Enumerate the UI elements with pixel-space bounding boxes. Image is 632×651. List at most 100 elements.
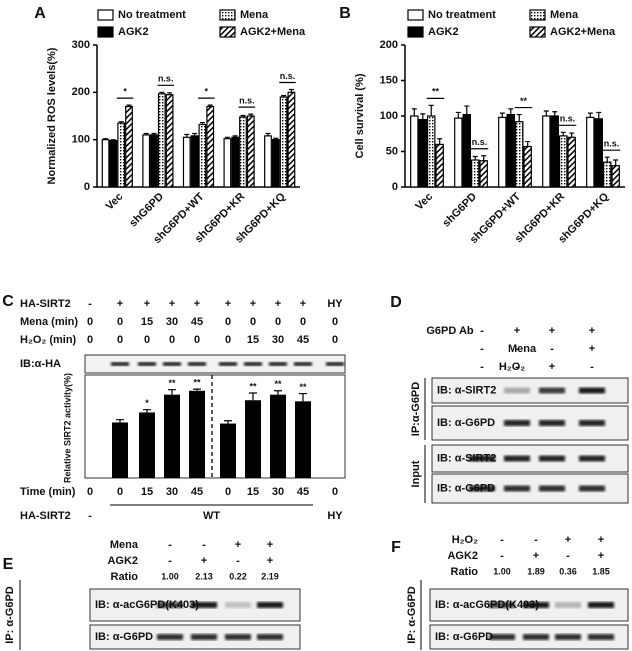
x-tick-label: Vec	[104, 191, 126, 213]
band	[225, 634, 251, 640]
error-bar	[464, 105, 470, 115]
x-tick-label: 45	[191, 486, 203, 498]
error-bar	[192, 132, 198, 136]
bar	[287, 91, 296, 188]
bar	[418, 118, 427, 188]
bar	[223, 138, 232, 188]
row-value: +	[533, 550, 539, 562]
bar	[264, 135, 272, 188]
x-tick-label: 30	[272, 486, 284, 498]
bar	[245, 400, 261, 478]
bar	[112, 422, 128, 478]
legend-label: Mena	[550, 9, 579, 21]
significance-label: n.s.	[472, 137, 488, 147]
error-bar	[103, 138, 109, 140]
row-value: 0	[87, 334, 93, 346]
row-label: Mena	[110, 539, 139, 551]
row-value: 0	[87, 316, 93, 328]
error-bar	[168, 389, 176, 395]
band	[163, 362, 181, 366]
row-value: 0	[194, 334, 200, 346]
panel-letter: C	[2, 293, 14, 310]
legend-label: No treatment	[118, 9, 186, 21]
row-value: 0	[300, 316, 306, 328]
bar	[462, 113, 471, 188]
error-bar	[569, 132, 575, 138]
row-value: 45	[297, 334, 309, 346]
y-tick-label: 100	[72, 134, 90, 146]
bar	[157, 93, 166, 188]
band	[188, 362, 206, 366]
error-bar	[274, 390, 282, 395]
ratio-value: 1.85	[592, 566, 610, 576]
row-value: -	[480, 343, 484, 355]
bar	[246, 115, 255, 188]
row-value: +	[514, 325, 520, 337]
row-value: 0	[332, 334, 338, 346]
row-value: +	[589, 325, 595, 337]
bar	[550, 115, 560, 188]
error-bar	[118, 121, 124, 124]
band	[539, 420, 565, 426]
row-value: -	[202, 539, 206, 551]
row-value: 30	[272, 334, 284, 346]
legend-swatch	[97, 26, 114, 38]
row-value: 0	[117, 316, 123, 328]
row-value: +	[225, 298, 231, 310]
bar	[109, 140, 118, 188]
legend-swatch	[407, 9, 424, 21]
panel-letter: B	[339, 5, 351, 22]
ratio-value: 0.22	[229, 571, 247, 581]
error-bar	[428, 104, 434, 116]
y-axis-label: Relative SIRT2 activity(%)	[62, 373, 72, 483]
error-bar	[126, 104, 132, 107]
y-tick-label: 0	[84, 181, 90, 193]
band	[469, 485, 495, 492]
error-bar	[543, 110, 549, 116]
error-bar	[167, 92, 173, 95]
bar	[117, 122, 126, 188]
band	[579, 420, 605, 426]
x-tick-label: 0	[87, 486, 93, 498]
legend-swatch	[529, 26, 546, 38]
error-bar	[420, 113, 426, 120]
significance-label: *	[205, 86, 209, 96]
error-bar	[151, 132, 157, 135]
legend-label: No treatment	[428, 9, 496, 21]
significance-label: n.s.	[239, 95, 255, 105]
x-axis-label: Time (min)	[20, 486, 76, 498]
band	[489, 634, 515, 640]
y-axis-label: Cell survival (%)	[354, 73, 366, 158]
row-value: +	[267, 555, 273, 567]
bar	[514, 121, 524, 188]
row-label: H₂O₂	[499, 361, 525, 373]
band	[539, 387, 565, 394]
bar	[206, 105, 215, 188]
row-label: H₂O₂	[452, 534, 478, 546]
row-value: +	[598, 550, 604, 562]
legend-swatch	[97, 9, 114, 21]
row-value: +	[194, 298, 200, 310]
error-bar	[288, 88, 294, 93]
band	[294, 362, 312, 366]
error-bar	[516, 113, 522, 122]
blot-label: IB: α-SIRT2	[437, 384, 496, 396]
row-value: +	[300, 298, 306, 310]
row-value: HY	[327, 298, 343, 310]
row-label: Mena (min)	[20, 316, 78, 328]
row-label: Ratio	[451, 566, 479, 578]
blot-label: IB: α-G6PD	[95, 631, 153, 643]
bar	[558, 135, 568, 188]
bar	[410, 115, 419, 188]
side-label: Input	[410, 460, 422, 487]
error-bar	[455, 111, 461, 119]
band	[157, 602, 183, 608]
band	[326, 362, 344, 366]
band	[504, 455, 530, 462]
band	[555, 634, 581, 640]
significance-label: *	[123, 86, 127, 96]
legend-label: Mena	[240, 9, 269, 21]
row-value: +	[144, 298, 150, 310]
legend-swatch	[219, 26, 236, 38]
ratio-value: 1.00	[161, 571, 179, 581]
